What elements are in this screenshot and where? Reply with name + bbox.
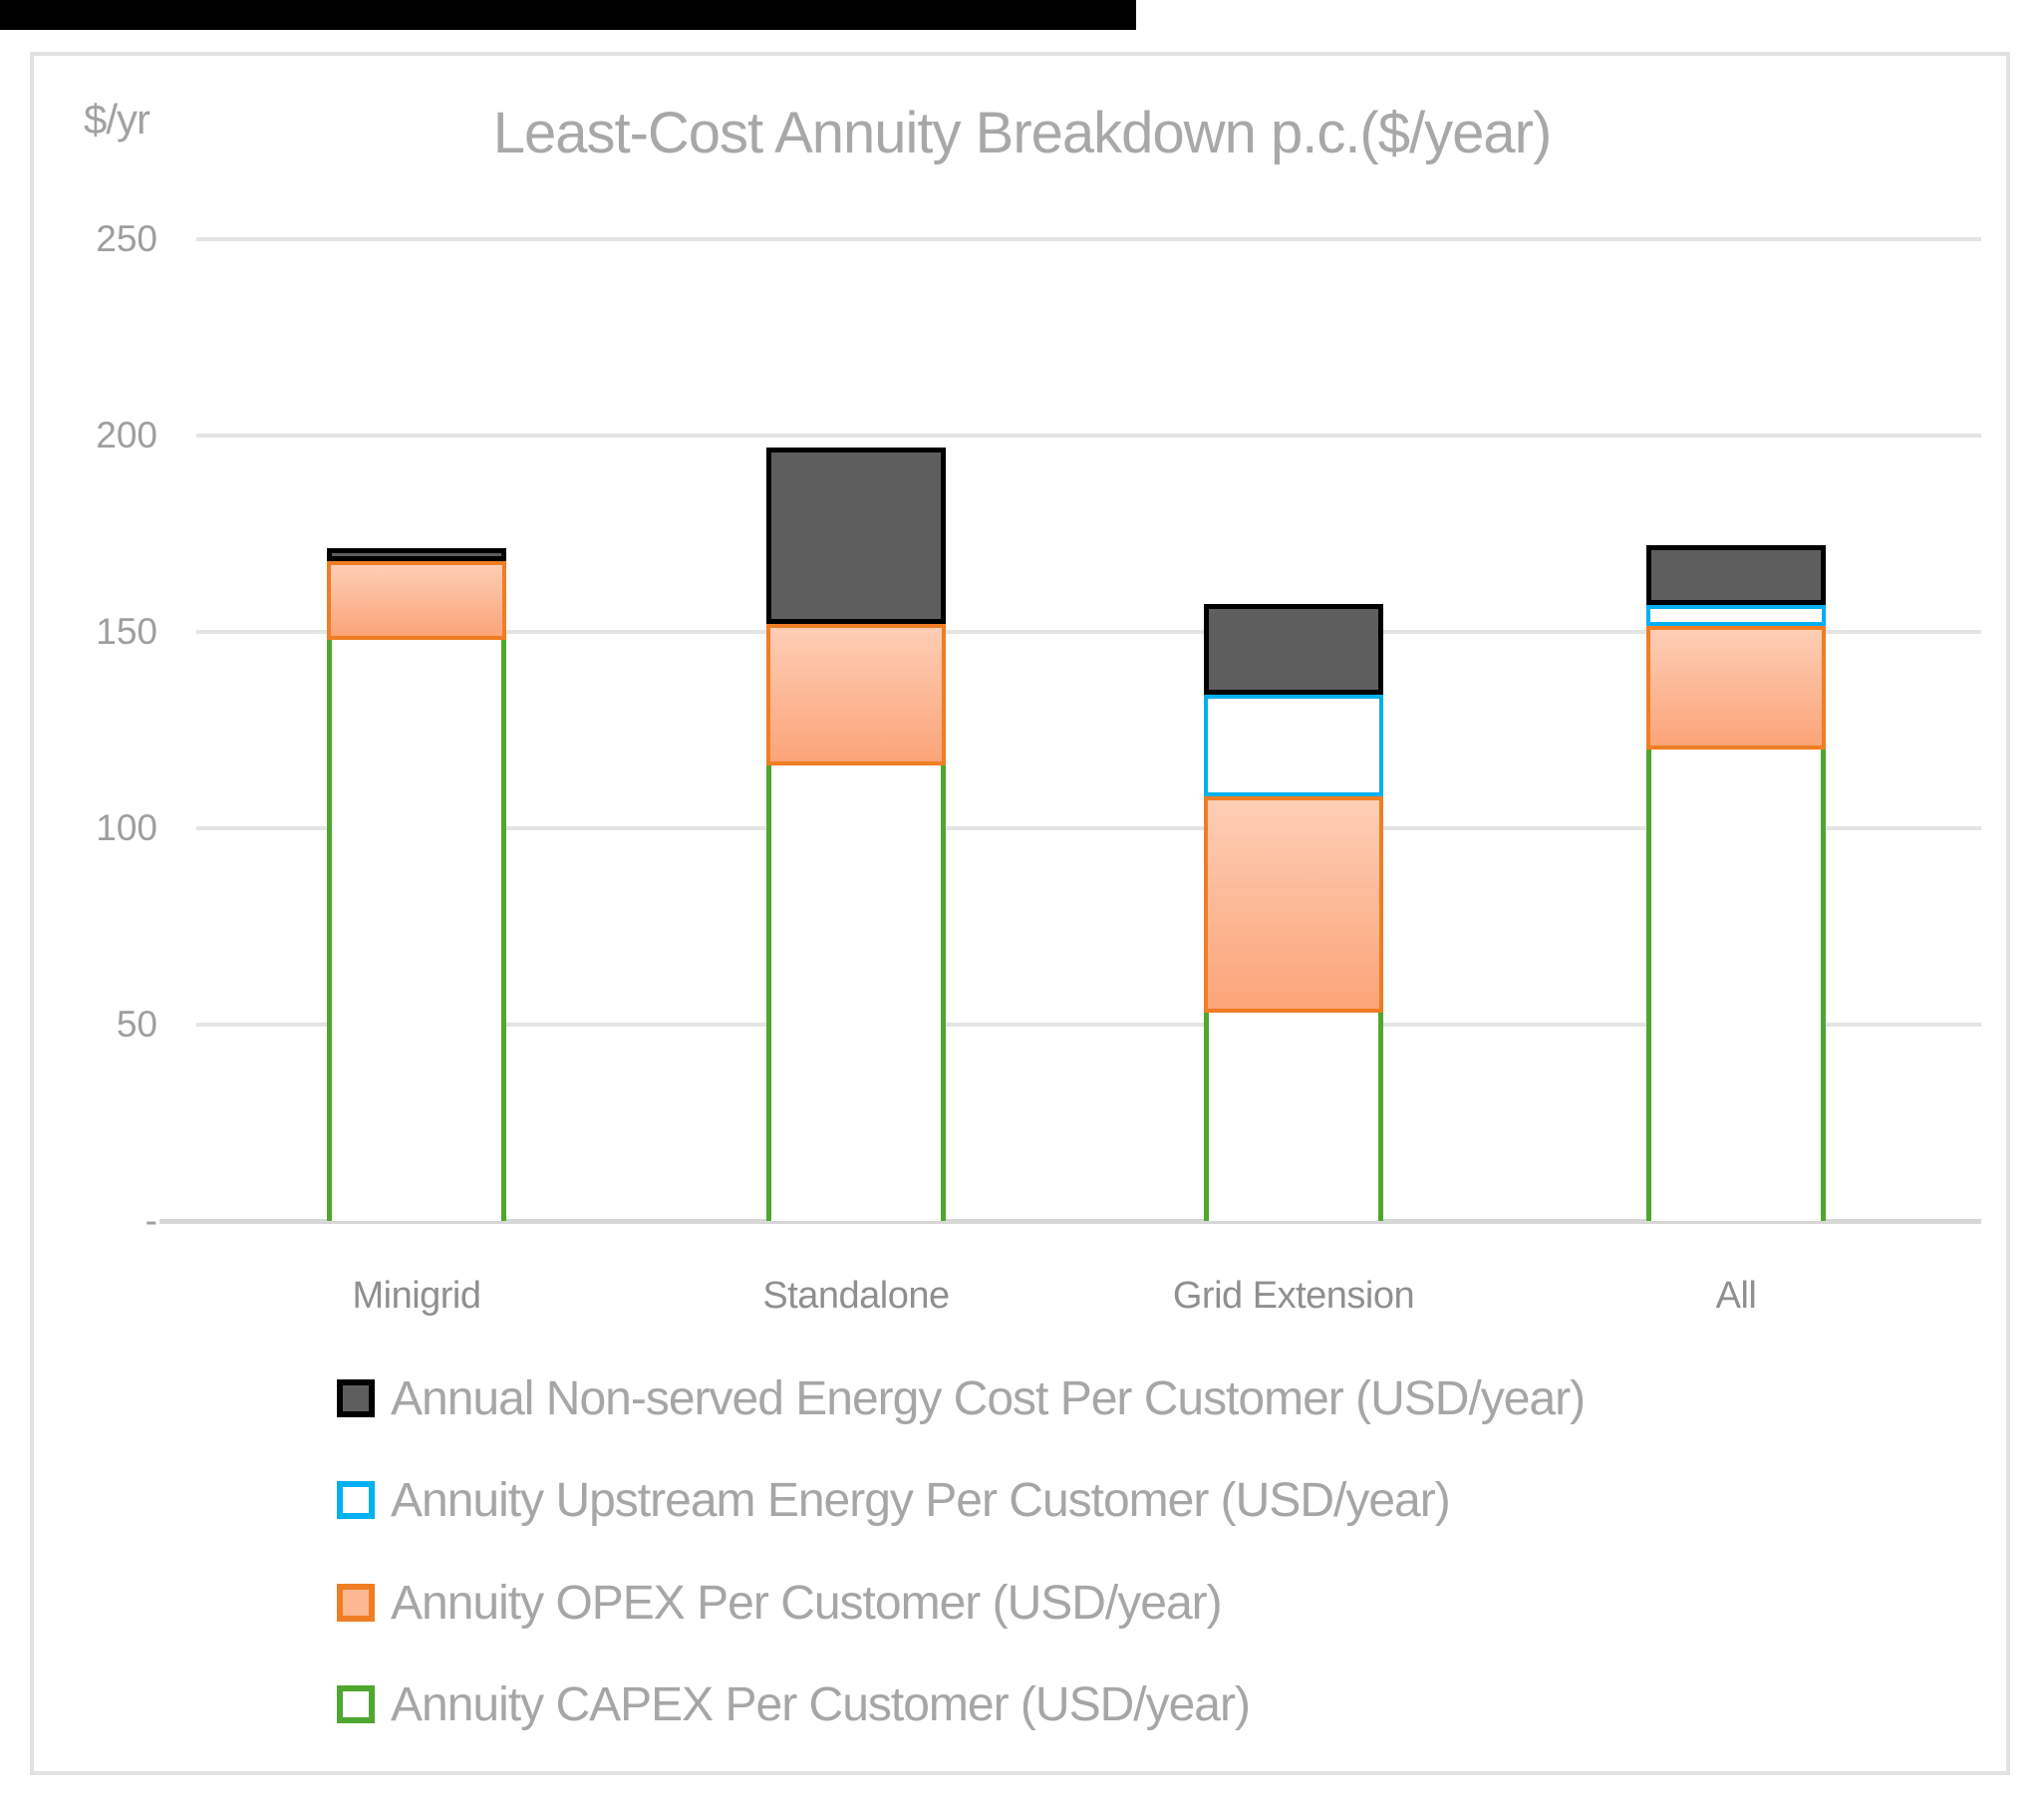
gridline-100 bbox=[196, 826, 1981, 830]
legend-item-upstream: Annuity Upstream Energy Per Customer (US… bbox=[337, 1473, 1451, 1527]
segment-nonserved-grid-extension bbox=[1204, 604, 1383, 695]
segment-capex-grid-extension bbox=[1204, 1013, 1383, 1221]
y-tick-label: 100 bbox=[96, 807, 157, 848]
segment-upstream-all bbox=[1646, 605, 1826, 626]
legend-label: Annuity CAPEX Per Customer (USD/year) bbox=[391, 1677, 1251, 1731]
x-category-label: Grid Extension bbox=[1172, 1275, 1415, 1317]
legend-label: Annuity Upstream Energy Per Customer (US… bbox=[391, 1473, 1451, 1527]
segment-nonserved-minigrid bbox=[327, 548, 506, 561]
legend-swatch-capex-icon bbox=[337, 1685, 375, 1723]
segment-opex-minigrid bbox=[327, 561, 506, 640]
legend-label: Annuity OPEX Per Customer (USD/year) bbox=[391, 1576, 1223, 1630]
y-axis-unit-label: $/yr bbox=[84, 96, 150, 143]
segment-nonserved-standalone bbox=[766, 448, 946, 624]
x-axis-line bbox=[159, 1219, 1981, 1224]
legend-item-capex: Annuity CAPEX Per Customer (USD/year) bbox=[337, 1677, 1251, 1731]
legend-item-nonserved: Annual Non-served Energy Cost Per Custom… bbox=[337, 1371, 1586, 1425]
y-tick-label: 200 bbox=[96, 415, 157, 455]
x-category-label: Minigrid bbox=[352, 1275, 481, 1317]
segment-upstream-grid-extension bbox=[1204, 695, 1383, 796]
x-category-label: All bbox=[1715, 1275, 1757, 1317]
legend-swatch-opex-icon bbox=[337, 1584, 375, 1622]
gridline-200 bbox=[196, 434, 1981, 438]
segment-nonserved-all bbox=[1646, 545, 1826, 605]
segment-capex-standalone bbox=[766, 765, 946, 1221]
segment-opex-all bbox=[1646, 626, 1826, 750]
gridline-50 bbox=[196, 1023, 1981, 1027]
segment-capex-minigrid bbox=[327, 640, 506, 1221]
y-tick-label: 250 bbox=[96, 218, 157, 259]
y-tick-label: 50 bbox=[116, 1004, 157, 1045]
legend-swatch-upstream-icon bbox=[337, 1481, 375, 1519]
legend-item-opex: Annuity OPEX Per Customer (USD/year) bbox=[337, 1576, 1223, 1630]
legend-label: Annual Non-served Energy Cost Per Custom… bbox=[391, 1371, 1586, 1425]
gridline-250 bbox=[196, 237, 1981, 241]
segment-opex-grid-extension bbox=[1204, 796, 1383, 1013]
legend-swatch-nonserved-icon bbox=[337, 1379, 375, 1417]
chart-title: Least-Cost Annuity Breakdown p.c.($/year… bbox=[492, 101, 1553, 165]
y-tick-label: - bbox=[145, 1200, 157, 1241]
gridline-150 bbox=[196, 630, 1981, 634]
segment-opex-standalone bbox=[766, 624, 946, 765]
y-tick-label: 150 bbox=[96, 611, 157, 652]
top-black-bar bbox=[0, 0, 1136, 30]
x-category-label: Standalone bbox=[762, 1275, 950, 1317]
segment-capex-all bbox=[1646, 750, 1826, 1221]
